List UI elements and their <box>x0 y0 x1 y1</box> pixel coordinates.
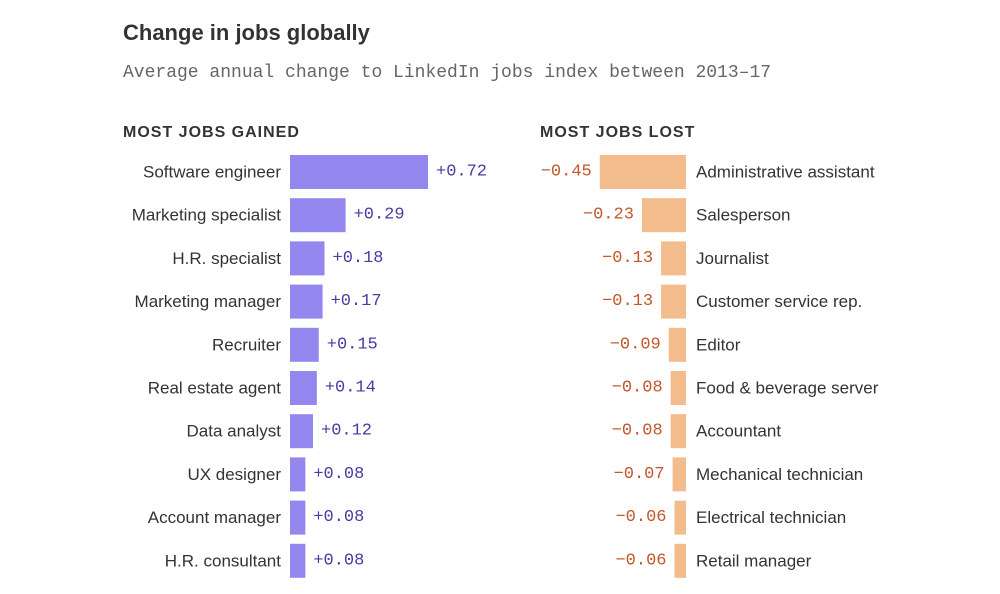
lost-bar <box>672 457 686 492</box>
gained-value-label: +0.18 <box>333 249 384 268</box>
lost-category-label: Food & beverage server <box>696 379 879 398</box>
gained-bar <box>290 284 323 319</box>
lost-panel-heading: MOST JOBS LOST <box>540 124 696 141</box>
gained-category-label: UX designer <box>187 465 281 484</box>
chart-title: Change in jobs globally <box>123 20 370 45</box>
lost-bar <box>668 327 686 362</box>
lost-value-label: −0.07 <box>614 465 665 484</box>
lost-value-label: −0.23 <box>583 206 634 225</box>
gained-value-label: +0.08 <box>313 465 364 484</box>
lost-value-label: −0.08 <box>612 379 663 398</box>
gained-bar <box>290 155 428 189</box>
gained-bar <box>290 457 306 492</box>
lost-bar <box>674 500 686 535</box>
lost-bar <box>674 543 686 578</box>
gained-bar <box>290 241 325 276</box>
gained-value-label: +0.08 <box>313 508 364 527</box>
lost-bar <box>641 198 686 233</box>
gained-bar <box>290 327 319 362</box>
chart-subtitle: Average annual change to LinkedIn jobs i… <box>123 63 772 83</box>
lost-category-label: Accountant <box>696 422 781 441</box>
gained-bar <box>290 198 346 233</box>
gained-value-label: +0.29 <box>354 206 405 225</box>
lost-category-label: Electrical technician <box>696 508 846 527</box>
gained-bar <box>290 500 306 535</box>
gained-category-label: Data analyst <box>187 422 282 441</box>
lost-value-label: −0.13 <box>602 292 653 311</box>
lost-category-label: Mechanical technician <box>696 465 863 484</box>
gained-panel-heading: MOST JOBS GAINED <box>123 124 300 141</box>
lost-value-label: −0.09 <box>610 335 661 354</box>
gained-value-label: +0.72 <box>436 163 487 182</box>
gained-bar <box>290 543 306 578</box>
gained-category-label: H.R. consultant <box>165 551 281 570</box>
gained-value-label: +0.15 <box>327 335 378 354</box>
lost-category-label: Salesperson <box>696 206 791 225</box>
lost-category-label: Administrative assistant <box>696 163 875 182</box>
lost-value-label: −0.06 <box>615 508 666 527</box>
lost-value-label: −0.08 <box>612 422 663 441</box>
gained-category-label: Marketing specialist <box>132 206 282 225</box>
gained-value-label: +0.14 <box>325 379 376 398</box>
gained-category-label: Marketing manager <box>135 292 282 311</box>
lost-bar <box>599 155 686 189</box>
gained-value-label: +0.08 <box>313 551 364 570</box>
gained-category-label: Software engineer <box>143 163 281 182</box>
lost-value-label: −0.06 <box>615 551 666 570</box>
gained-category-label: H.R. specialist <box>172 249 281 268</box>
lost-bar <box>670 414 686 449</box>
gained-value-label: +0.17 <box>331 292 382 311</box>
gained-category-label: Real estate agent <box>148 379 282 398</box>
lost-bar <box>670 371 686 405</box>
gained-bar <box>290 414 313 449</box>
lost-value-label: −0.13 <box>602 249 653 268</box>
gained-value-label: +0.12 <box>321 422 372 441</box>
gained-category-label: Account manager <box>148 508 282 527</box>
gained-category-label: Recruiter <box>212 335 281 354</box>
lost-category-label: Retail manager <box>696 551 812 570</box>
lost-category-label: Customer service rep. <box>696 292 862 311</box>
lost-value-label: −0.45 <box>541 163 592 182</box>
lost-bar <box>661 241 686 276</box>
gained-bar <box>290 371 317 405</box>
lost-bar <box>661 284 686 319</box>
lost-category-label: Editor <box>696 335 741 354</box>
lost-category-label: Journalist <box>696 249 769 268</box>
